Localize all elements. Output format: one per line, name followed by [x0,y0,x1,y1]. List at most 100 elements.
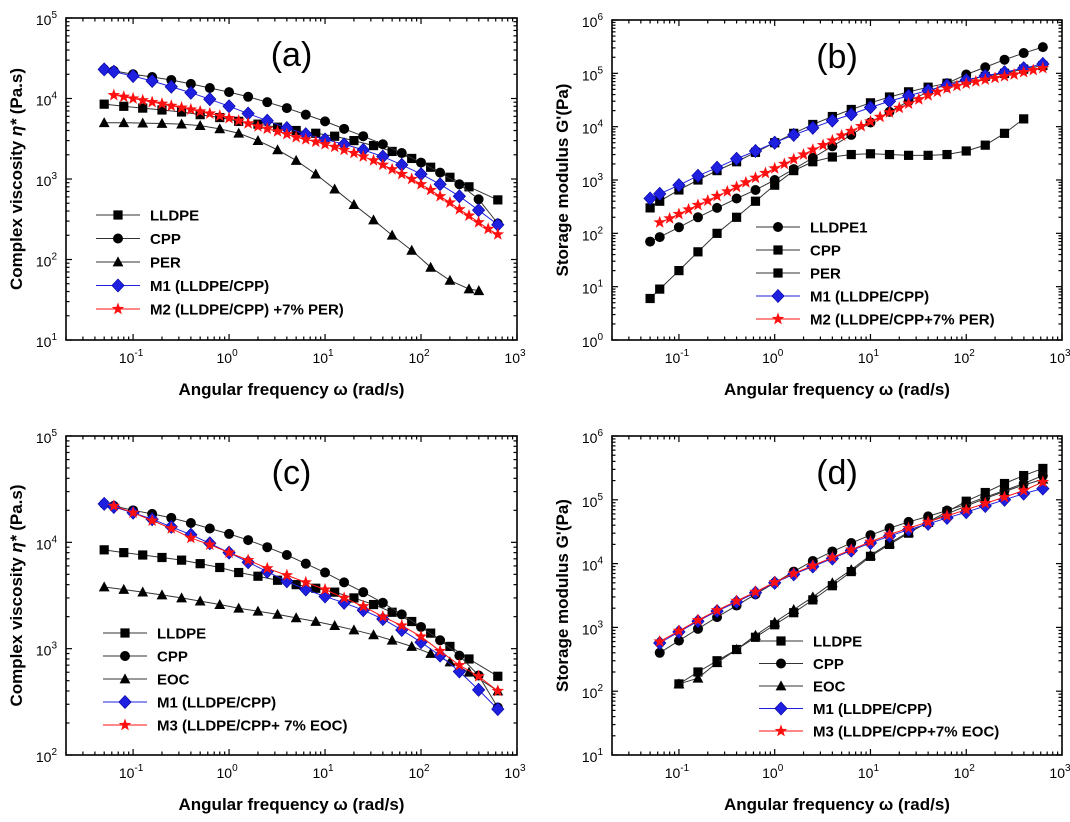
legend-marker [774,724,788,737]
data-point [472,669,485,682]
series-line [104,503,499,708]
data-point [233,127,245,138]
data-point [825,113,839,128]
data-point [203,92,217,107]
legend-marker [120,628,130,638]
data-point [787,152,800,165]
data-point [97,496,111,511]
y-tick-label: 102 [582,225,604,243]
data-point [845,564,857,575]
data-point [252,605,264,616]
data-point [654,647,665,658]
data-point [194,595,206,606]
data-point [253,571,263,581]
data-point [184,531,198,544]
y-axis-title: Storage modulus G'(Pa) [553,499,572,692]
data-point [884,149,895,160]
data-point [998,490,1011,503]
data-point [768,575,781,588]
data-point [826,133,839,146]
data-point [453,658,466,671]
data-point [942,149,952,160]
panel-b: 10-1 100 101 102 103 100 101 102 103 104 105 106 Ang… [553,12,1070,399]
data-point [750,196,761,206]
x-tick-label: 102 [408,763,430,781]
legend-marker [118,694,132,710]
x-tick-label: 100 [216,763,238,781]
data-point [145,73,159,89]
data-point [98,117,110,128]
data-point [213,109,227,122]
series-2 [98,581,504,696]
data-point [903,150,914,160]
data-point [444,656,456,667]
data-point [349,135,359,146]
data-point [272,144,283,155]
data-point [126,91,140,104]
data-point [883,105,896,118]
x-tick-label: 100 [762,348,784,366]
data-point [980,62,991,73]
legend-marker [773,222,783,232]
y-tick-label: 105 [36,10,58,28]
x-axis-title: Angular frequency ω (rad/s) [724,380,950,399]
series-4 [653,475,1050,647]
data-point [407,616,417,627]
data-point [729,151,744,166]
data-point [291,580,301,590]
data-point [290,612,302,623]
data-point [425,261,437,272]
data-point [356,599,370,612]
data-point [462,209,476,222]
data-point [673,635,684,646]
data-point [311,583,321,593]
data-point [645,236,656,247]
data-point [241,553,255,566]
x-tick-label: 103 [504,763,526,781]
legend-marker [771,312,785,325]
data-point [471,682,486,697]
data-point [203,538,217,551]
data-point [395,618,409,631]
data-point [433,189,447,202]
data-point [1017,483,1030,496]
data-point [655,284,665,294]
legend-marker [111,278,125,293]
panel-label: (b) [816,38,858,76]
data-point [260,561,274,574]
panel-c: 10-1 100 101 102 103 102 103 104 105 Angular freq… [7,428,526,814]
legend-label: M1 (LLDPE/CPP) [150,278,269,295]
data-point [452,664,466,679]
data-point [1036,61,1050,74]
data-point [157,552,167,563]
data-point [673,222,684,233]
data-point [203,106,217,119]
data-point [117,90,131,103]
data-point [299,582,313,597]
data-point [299,132,313,145]
legend-label: LLDPE1 [810,220,868,237]
data-point [233,602,245,613]
data-point [271,124,284,137]
legend-label: LLDPE [813,634,862,651]
data-point [329,619,341,630]
data-point [443,195,457,208]
legend-label: M1 (LLDPE/CPP) [813,701,932,718]
data-point [912,92,926,105]
legend-label: M1 (LLDPE/CPP) [157,695,276,712]
data-point [692,212,703,223]
data-point [653,215,666,228]
data-point [281,103,292,114]
data-point [330,131,340,141]
data-point [425,647,437,658]
data-point [865,149,876,159]
data-point [337,595,351,610]
data-point [1026,63,1040,76]
data-point [396,609,407,620]
data-point [107,64,121,79]
legend-label: M2 (LLDPE/CPP+7% PER) [810,312,995,329]
data-point [368,214,379,225]
data-point [377,597,388,608]
data-point [280,127,294,140]
data-point [395,167,409,180]
